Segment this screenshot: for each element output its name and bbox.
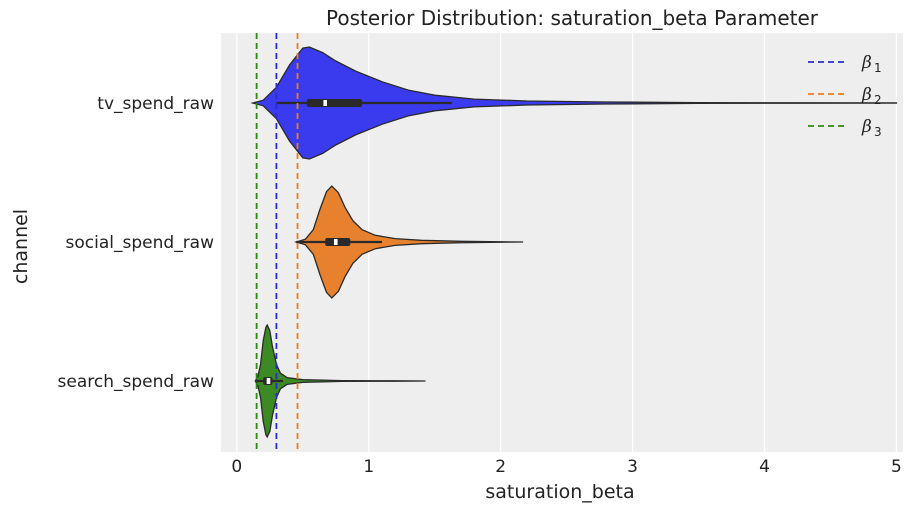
- y-tick-labels: tv_spend_raw social_spend_raw search_spend…: [58, 94, 215, 392]
- legend-subscript-3: 3: [874, 125, 882, 139]
- y-tick-label: search_spend_raw: [58, 372, 215, 392]
- violin-tv_spend_raw: [250, 46, 898, 160]
- y-tick-label: social_spend_raw: [66, 233, 215, 253]
- legend: β 1β 2β 3: [808, 53, 882, 139]
- x-tick-label: 3: [627, 457, 638, 477]
- legend-label-beta-1: β: [861, 53, 872, 73]
- iqr-box-tv_spend_raw: [306, 99, 363, 107]
- legend-label-beta-2: β: [861, 85, 872, 105]
- x-tick-label: 2: [495, 457, 506, 477]
- chart-title: Posterior Distribution: saturation_beta …: [326, 6, 819, 30]
- median-marker-search_spend_raw: [266, 378, 271, 384]
- violin-search_spend_raw: [254, 323, 426, 439]
- x-tick-labels: 0 1 2 3 4 5: [231, 457, 901, 477]
- legend-subscript-2: 2: [874, 93, 882, 107]
- median-marker-social_spend_raw: [333, 239, 338, 245]
- x-tick-label: 4: [759, 457, 770, 477]
- legend-subscript-1: 1: [874, 61, 882, 75]
- x-axis-label: saturation_beta: [485, 481, 634, 503]
- median-marker-tv_spend_raw: [323, 100, 328, 106]
- violin-social_spend_raw: [293, 185, 524, 299]
- x-tick-label: 1: [363, 457, 374, 477]
- violins: [250, 46, 898, 439]
- y-axis-label: channel: [10, 209, 32, 284]
- y-tick-label: tv_spend_raw: [97, 94, 214, 114]
- iqr-box-social_spend_raw: [325, 238, 351, 246]
- x-tick-label: 5: [891, 457, 902, 477]
- x-tick-label: 0: [231, 457, 242, 477]
- legend-label-beta-3: β: [861, 117, 872, 137]
